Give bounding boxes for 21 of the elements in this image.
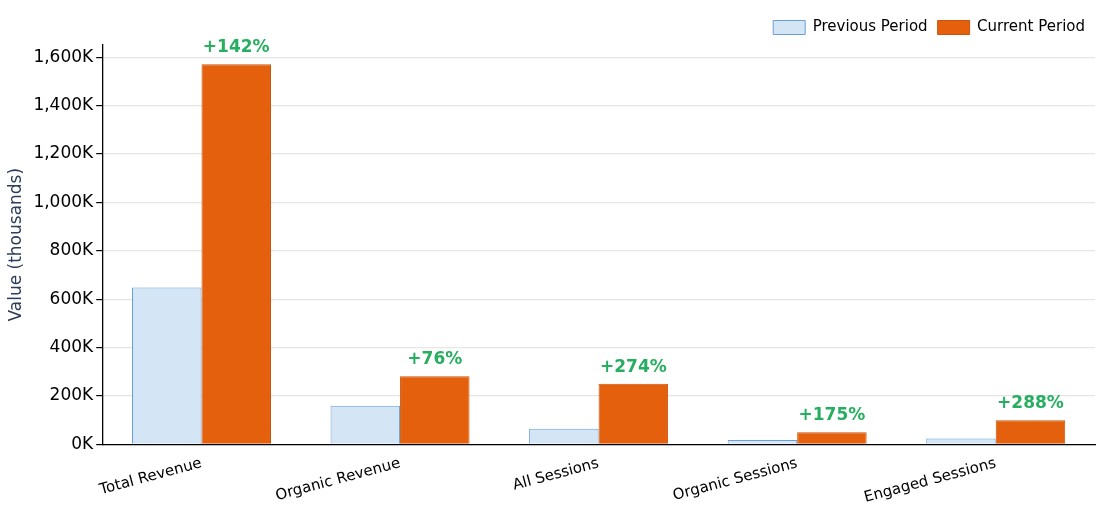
x-tick-label: Organic Sessions xyxy=(670,453,800,504)
y-tick-label: 1,200K xyxy=(33,142,95,163)
y-tick-label: 800K xyxy=(49,239,95,260)
x-tick-label: Organic Revenue xyxy=(273,453,403,505)
y-tick-label: 400K xyxy=(49,336,95,357)
y-tick-label: 1,400K xyxy=(33,93,95,114)
y-axis-title: Value (thousands) xyxy=(4,167,25,322)
y-tick-label: 200K xyxy=(49,384,95,405)
annotation: +142% xyxy=(202,36,270,57)
x-tick-label: All Sessions xyxy=(510,453,601,494)
y-tick-label: 1,000K xyxy=(33,190,95,211)
annotation: +175% xyxy=(798,404,866,425)
y-tick-label: 1,600K xyxy=(33,45,95,66)
y-tick-label: 600K xyxy=(49,287,95,308)
legend-label: Current Period xyxy=(977,17,1086,36)
legend-label: Previous Period xyxy=(812,17,928,36)
y-tick-label: 0K xyxy=(71,432,95,453)
x-tick-label: Total Revenue xyxy=(96,453,204,499)
annotation: +274% xyxy=(599,355,667,376)
annotation: +76% xyxy=(407,348,463,369)
annotation: +288% xyxy=(997,392,1064,413)
